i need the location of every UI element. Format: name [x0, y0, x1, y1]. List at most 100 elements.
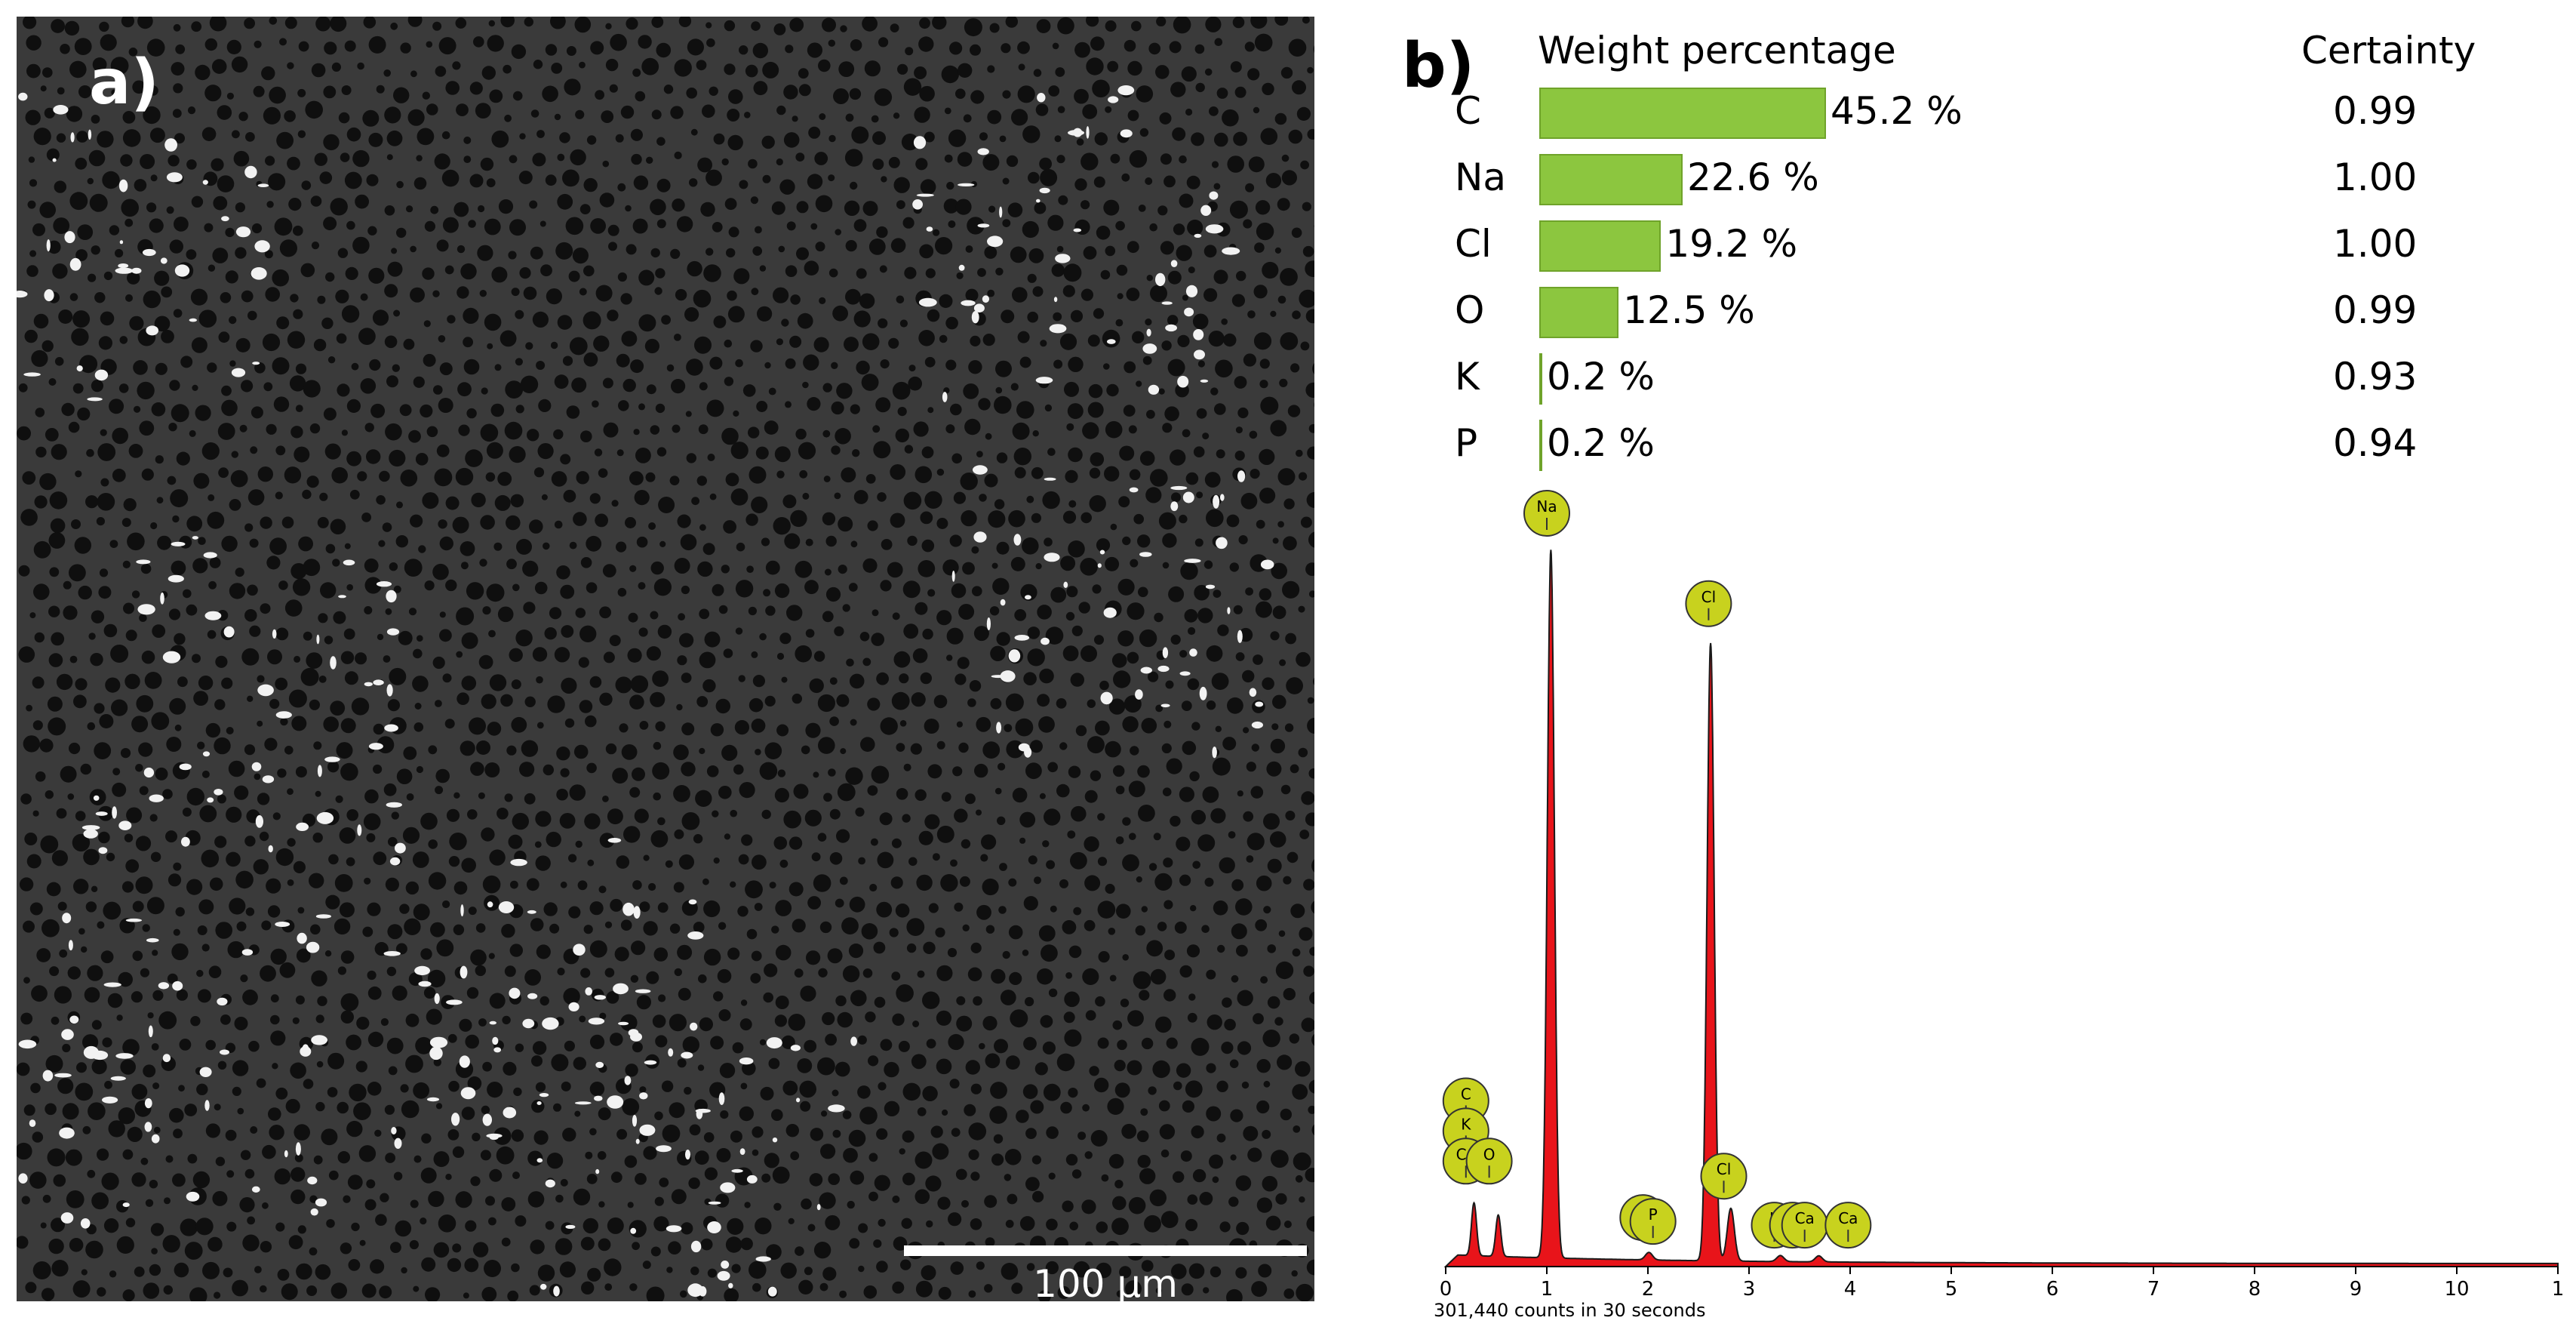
pore — [964, 793, 976, 805]
pore — [1122, 817, 1131, 826]
pore — [325, 272, 335, 282]
pore — [341, 85, 352, 95]
pore — [134, 405, 141, 413]
pore — [234, 1017, 248, 1030]
pore — [1084, 1151, 1093, 1159]
pore — [1010, 1009, 1028, 1028]
pore — [295, 363, 307, 374]
pore — [1087, 699, 1096, 708]
pore — [697, 157, 712, 173]
particle — [1189, 648, 1197, 657]
pore — [1176, 245, 1192, 261]
pore — [378, 540, 386, 547]
pore — [1213, 183, 1221, 190]
pore — [868, 1055, 879, 1067]
pore — [674, 968, 682, 977]
pore — [1263, 813, 1280, 830]
pore — [1159, 1124, 1176, 1140]
particle — [1160, 703, 1170, 708]
pore — [970, 44, 981, 56]
pore — [233, 150, 250, 167]
pore — [887, 562, 903, 578]
pore — [1283, 876, 1292, 885]
pore — [368, 267, 385, 284]
pore — [713, 991, 724, 1002]
pore — [455, 17, 467, 29]
pore — [484, 218, 501, 236]
pore — [636, 536, 648, 548]
particle — [189, 318, 197, 322]
pore — [728, 226, 739, 238]
pore — [72, 310, 91, 328]
pore — [813, 771, 819, 778]
pore — [551, 63, 563, 74]
pore — [837, 1011, 853, 1028]
weight-bar — [1539, 420, 1542, 471]
pore — [1019, 837, 1026, 844]
pore — [122, 129, 141, 147]
particle — [918, 297, 937, 307]
pore — [465, 1220, 477, 1232]
pore — [1048, 988, 1058, 998]
pore — [932, 1143, 949, 1160]
pore — [221, 535, 238, 553]
pore — [709, 493, 717, 500]
pore — [364, 877, 371, 885]
pore — [727, 947, 740, 960]
pore — [1309, 947, 1314, 956]
particle — [142, 248, 156, 257]
pore — [1206, 509, 1224, 528]
pore — [956, 1015, 973, 1032]
pore — [775, 900, 792, 916]
pore — [290, 294, 299, 303]
pore — [415, 453, 429, 466]
pore — [315, 1101, 325, 1112]
pore — [284, 17, 297, 29]
pore — [546, 831, 561, 848]
pore — [433, 1151, 450, 1168]
pore — [815, 195, 833, 213]
pore — [676, 703, 683, 711]
particle — [115, 267, 134, 274]
pore — [752, 854, 767, 870]
pore — [705, 248, 714, 256]
pore — [209, 877, 223, 891]
pore — [1002, 219, 1011, 227]
pore — [172, 515, 180, 523]
pore — [161, 286, 173, 298]
pore — [535, 855, 551, 871]
pore — [1012, 787, 1028, 803]
pore — [1057, 1285, 1071, 1299]
pore — [1066, 423, 1074, 431]
pore — [699, 382, 708, 391]
pore — [225, 270, 238, 284]
pore — [303, 380, 321, 398]
pore — [1243, 811, 1254, 822]
pore — [231, 56, 248, 73]
pore — [244, 744, 256, 756]
pore — [480, 515, 495, 530]
pore — [1303, 879, 1314, 891]
pore — [110, 57, 129, 75]
pore — [23, 977, 30, 984]
pore — [276, 316, 290, 330]
pore — [872, 131, 886, 145]
pore — [1259, 448, 1275, 466]
pore — [461, 632, 478, 649]
pore — [1116, 904, 1131, 919]
pore — [1202, 786, 1219, 803]
pore — [1191, 132, 1205, 146]
pore — [1275, 1193, 1287, 1205]
pore — [546, 1153, 564, 1169]
pore — [699, 651, 716, 669]
pore — [631, 940, 646, 956]
pore — [549, 923, 560, 934]
particle — [1200, 379, 1209, 383]
pore — [1128, 1196, 1146, 1214]
pore — [1237, 407, 1249, 419]
pore — [489, 849, 506, 866]
pore — [1160, 153, 1172, 165]
pore — [1139, 128, 1149, 137]
pore — [589, 1034, 605, 1049]
particle — [613, 983, 629, 995]
